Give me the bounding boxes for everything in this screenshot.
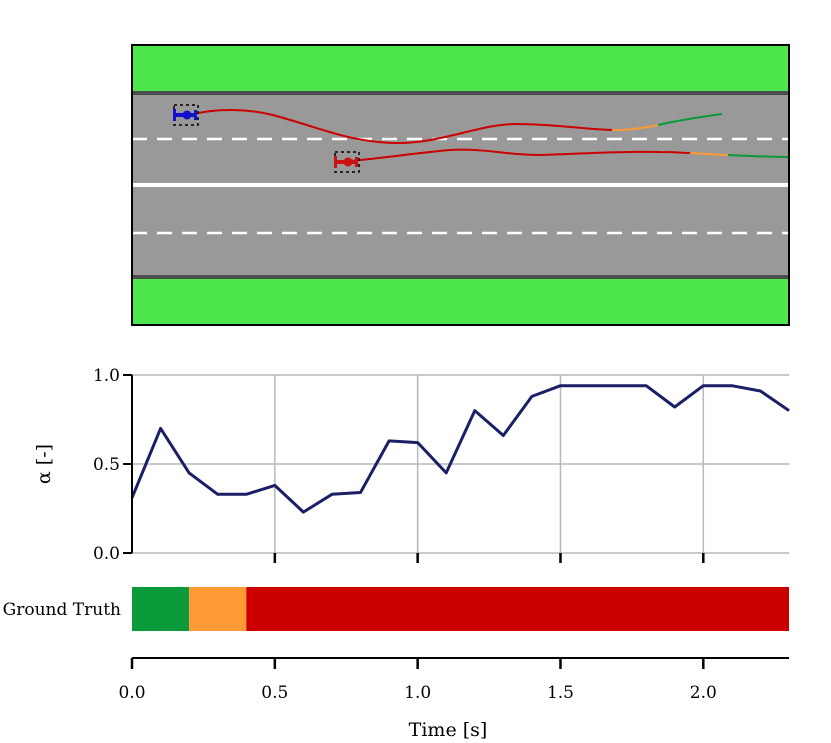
grass-bottom: [132, 277, 789, 325]
alpha-series-points: [131, 385, 790, 513]
line-chart-x-ticks: [273, 553, 705, 563]
y-tick-label: 1.0: [93, 366, 120, 386]
bottom-x-ticks: 0.0 0.5 1.0 1.5 2.0: [118, 658, 717, 703]
road-scene-panel: [131, 44, 790, 326]
alpha-series-line: [130, 384, 790, 514]
ground-truth-segments: [132, 587, 789, 631]
x-tick-label: 1.0: [404, 683, 431, 703]
ego-trajectory-danger: [189, 109, 613, 145]
other-trajectory-safe: [727, 154, 790, 158]
line-chart-grid: [131, 374, 789, 554]
alpha-line-chart: 0.0 0.5 1.0 α [-]: [33, 366, 790, 564]
other-trajectory-caution: [689, 152, 729, 156]
ground-truth-bar-chart: Ground Truth 0.0 0.5 1.0 1.5 2.0 Time [s]: [3, 587, 789, 741]
ground-truth-segment: [189, 587, 247, 631]
grass-top: [132, 45, 789, 93]
y-tick-label: 0.5: [93, 455, 120, 475]
ground-truth-segment: [246, 587, 789, 631]
ground-truth-row-label: Ground Truth: [3, 600, 121, 620]
road-panel-frame: [131, 44, 790, 326]
y-tick-label: 0.0: [93, 544, 120, 564]
red-car-icon: [334, 151, 360, 173]
x-tick-label: 1.5: [547, 683, 574, 703]
line-chart-y-ticks: 0.0 0.5 1.0: [93, 366, 132, 564]
ego-trajectory-caution: [611, 124, 659, 131]
ego-trajectory-safe: [657, 113, 723, 126]
x-tick-label: 0.5: [261, 683, 288, 703]
blue-car-icon: [173, 104, 199, 126]
ground-truth-segment: [132, 587, 190, 631]
other-trajectory-danger: [349, 148, 691, 162]
x-axis-label: Time [s]: [409, 719, 488, 741]
x-tick-label: 0.0: [118, 683, 145, 703]
x-tick-label: 2.0: [690, 683, 717, 703]
y-axis-label: α [-]: [33, 444, 55, 484]
